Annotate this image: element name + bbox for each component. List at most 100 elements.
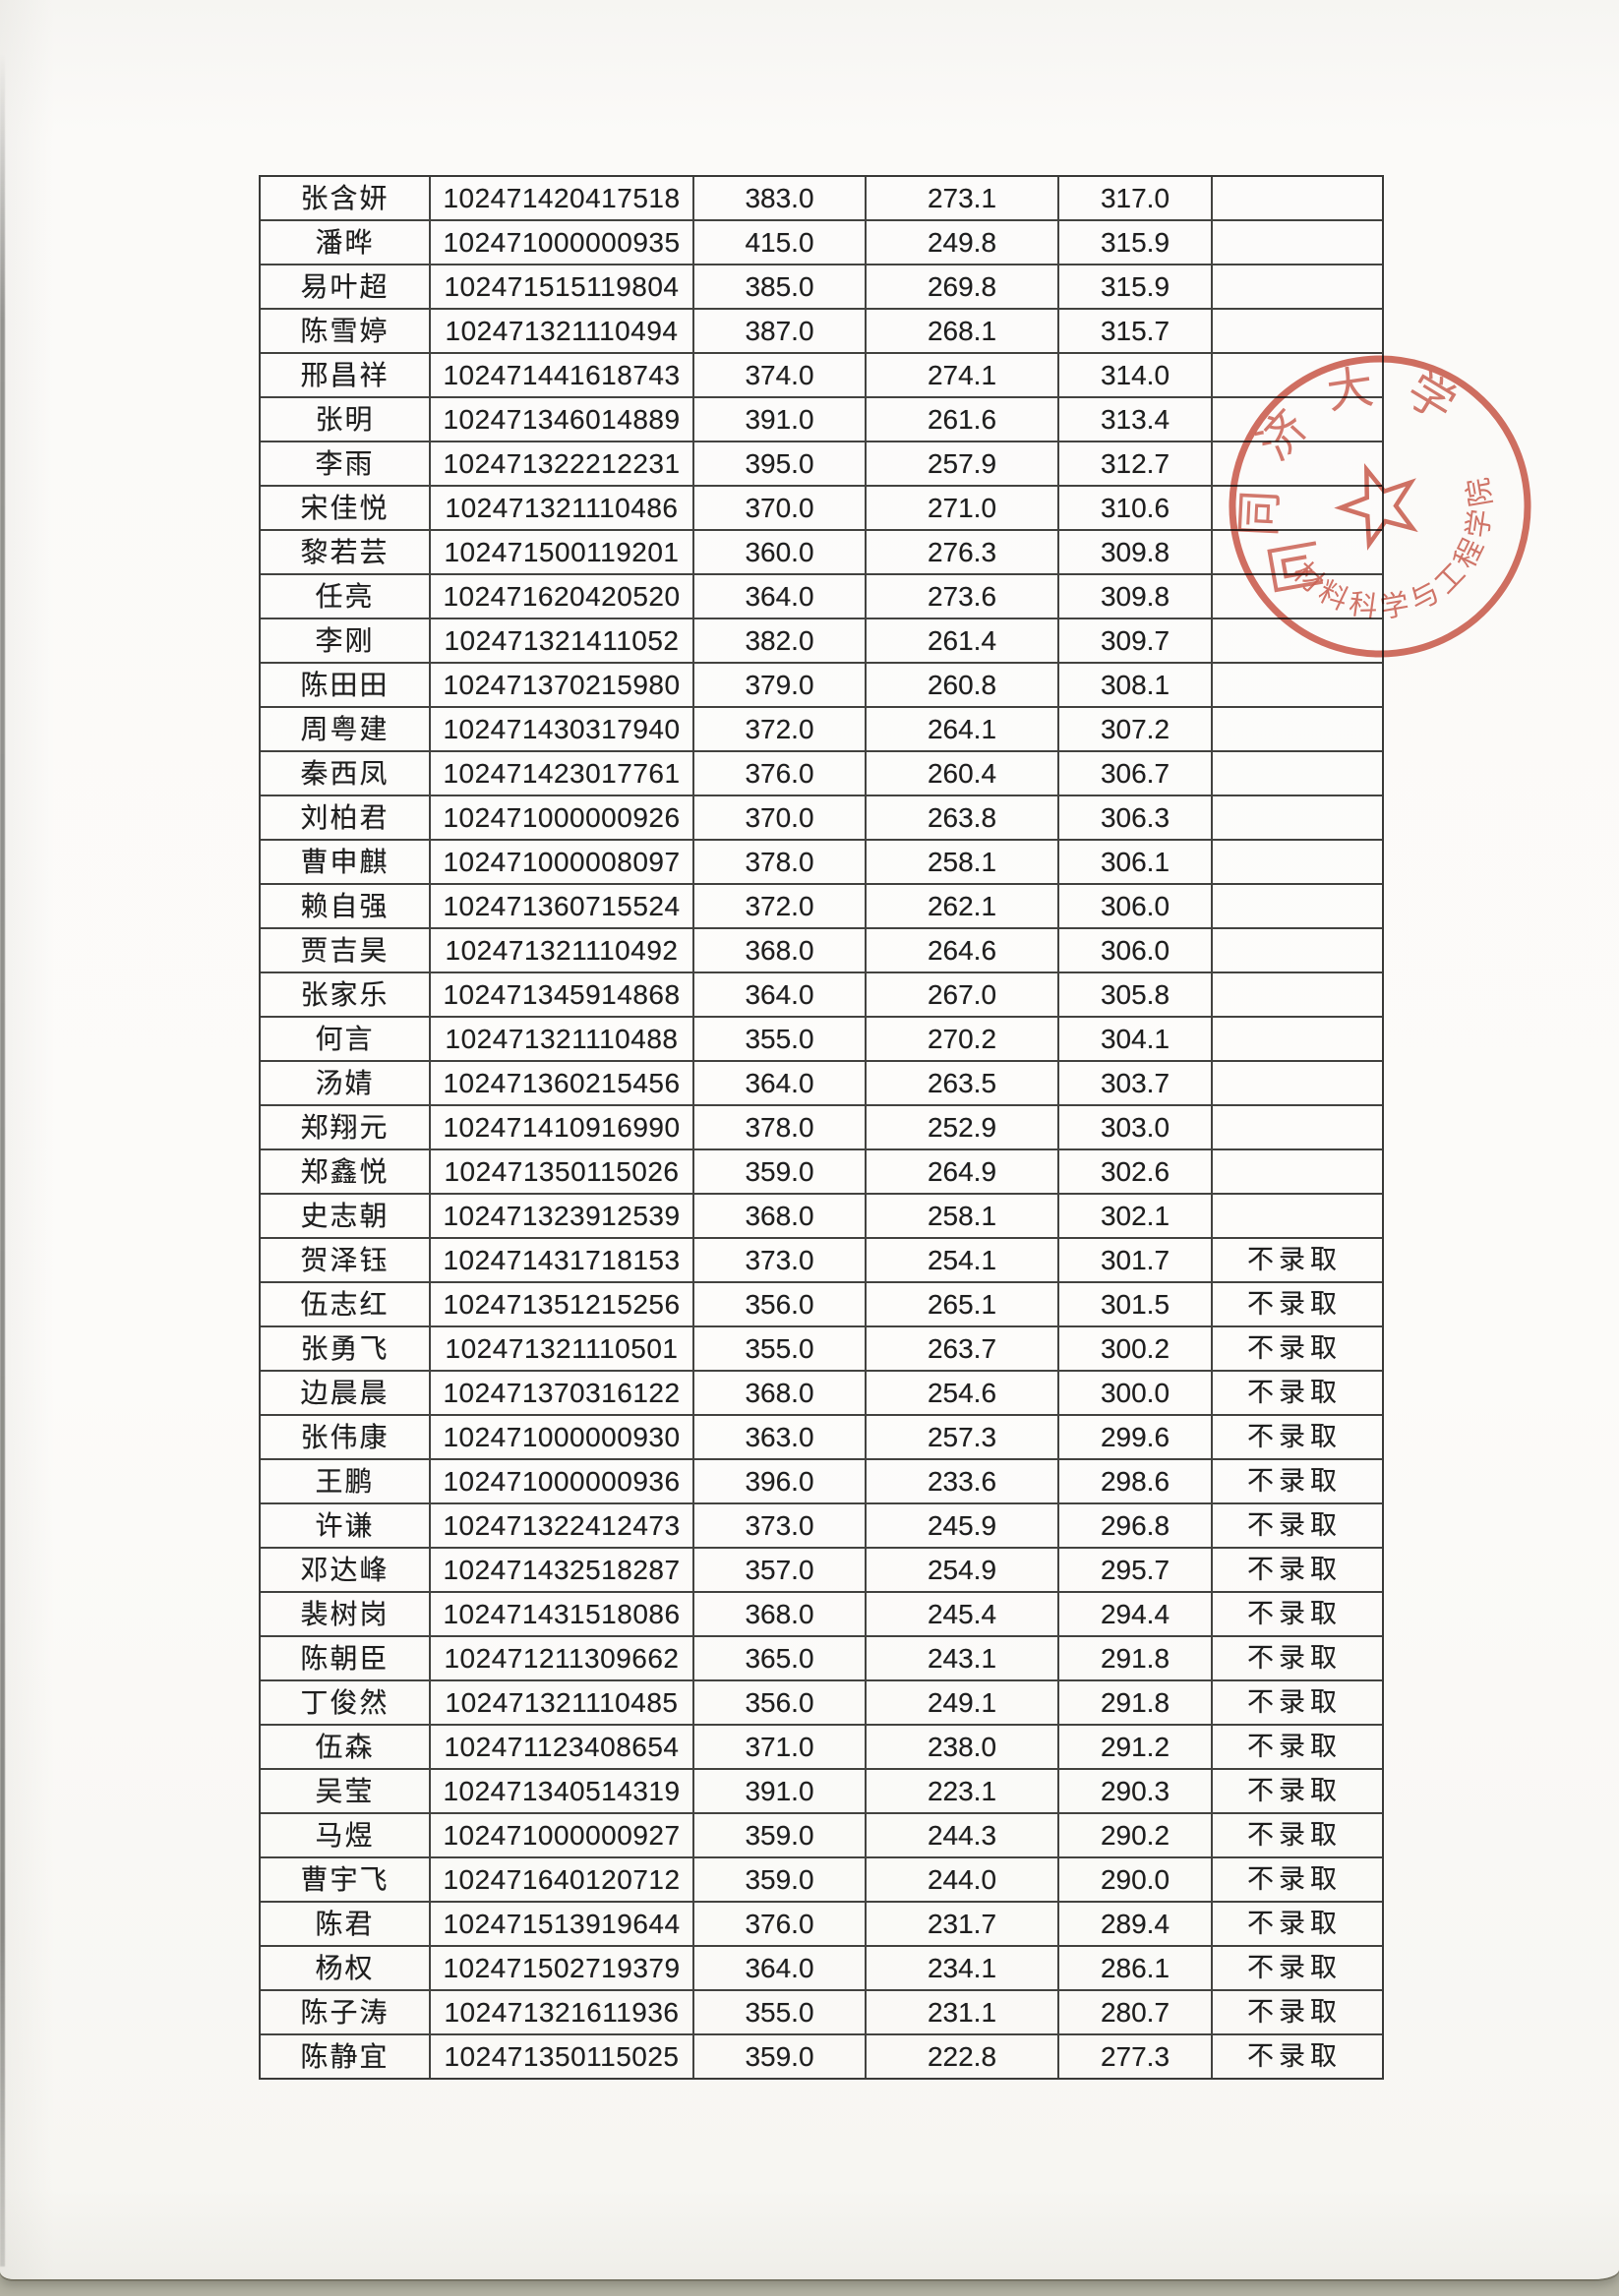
score-table: 张含妍 102471420417518 383.0 273.1 317.0 潘晔 10247… <box>259 175 1384 2080</box>
cell-name: 吴莹 <box>261 1770 431 1812</box>
table-row: 张伟康 102471000000930 363.0 257.3 299.6 不录取 <box>261 1416 1382 1460</box>
cell-id: 102471430317940 <box>431 708 694 750</box>
cell-status <box>1213 1106 1376 1148</box>
cell-s1: 368.0 <box>694 1372 867 1414</box>
table-row: 伍森 102471123408654 371.0 238.0 291.2 不录取 <box>261 1726 1382 1770</box>
cell-name: 李刚 <box>261 619 431 662</box>
cell-s3: 290.3 <box>1059 1770 1213 1812</box>
cell-s3: 314.0 <box>1059 354 1213 396</box>
cell-s3: 306.0 <box>1059 885 1213 927</box>
table-row: 张含妍 102471420417518 383.0 273.1 317.0 <box>261 177 1382 221</box>
cell-s3: 280.7 <box>1059 1991 1213 2033</box>
cell-name: 刘柏君 <box>261 796 431 839</box>
cell-id: 102471321611936 <box>431 1991 694 2033</box>
table-row: 史志朝 102471323912539 368.0 258.1 302.1 <box>261 1195 1382 1239</box>
cell-status: 不录取 <box>1247 1776 1342 1805</box>
cell-s1: 355.0 <box>694 1991 867 2033</box>
cell-s2: 260.4 <box>867 752 1059 795</box>
cell-s3: 313.4 <box>1059 398 1213 441</box>
cell-status <box>1213 221 1376 264</box>
cell-id: 102471410916990 <box>431 1106 694 1148</box>
cell-name: 曹申麒 <box>261 841 431 883</box>
cell-s1: 372.0 <box>694 885 867 927</box>
cell-status: 不录取 <box>1247 1466 1342 1496</box>
cell-status <box>1213 1150 1376 1193</box>
cell-s2: 269.8 <box>867 265 1059 308</box>
cell-s3: 296.8 <box>1059 1504 1213 1547</box>
cell-id: 102471346014889 <box>431 398 694 441</box>
cell-s1: 355.0 <box>694 1018 867 1060</box>
cell-s1: 395.0 <box>694 442 867 485</box>
cell-id: 102471513919644 <box>431 1903 694 1945</box>
cell-status: 不录取 <box>1247 1909 1342 1938</box>
cell-s2: 276.3 <box>867 531 1059 573</box>
cell-name: 张勇飞 <box>261 1327 431 1370</box>
cell-s3: 294.4 <box>1059 1593 1213 1635</box>
cell-status: 不录取 <box>1247 1510 1342 1540</box>
cell-s1: 385.0 <box>694 265 867 308</box>
table-row: 陈雪婷 102471321110494 387.0 268.1 315.7 <box>261 310 1382 354</box>
cell-status: 不录取 <box>1247 1864 1342 1894</box>
cell-id: 102471350115025 <box>431 2035 694 2078</box>
cell-id: 102471360715524 <box>431 885 694 927</box>
cell-s2: 271.0 <box>867 487 1059 529</box>
cell-s1: 370.0 <box>694 796 867 839</box>
cell-status <box>1213 929 1376 971</box>
table-row: 裴树岗 102471431518086 368.0 245.4 294.4 不录取 <box>261 1593 1382 1637</box>
cell-s1: 371.0 <box>694 1726 867 1768</box>
table-row: 张家乐 102471345914868 364.0 267.0 305.8 <box>261 973 1382 1018</box>
stamp-college-text: 材料科学与工程学院 <box>1282 460 1537 664</box>
cell-status: 不录取 <box>1247 1953 1342 1982</box>
table-row: 张明 102471346014889 391.0 261.6 313.4 <box>261 398 1382 442</box>
cell-id: 102471123408654 <box>431 1726 694 1768</box>
cell-s3: 309.7 <box>1059 619 1213 662</box>
cell-name: 郑翔元 <box>261 1106 431 1148</box>
cell-s3: 303.0 <box>1059 1106 1213 1148</box>
cell-status <box>1213 752 1376 795</box>
cell-s1: 368.0 <box>694 1593 867 1635</box>
cell-id: 102471000000927 <box>431 1814 694 1856</box>
table-row: 赖自强 102471360715524 372.0 262.1 306.0 <box>261 885 1382 929</box>
cell-id: 102471370316122 <box>431 1372 694 1414</box>
table-row: 宋佳悦 102471321110486 370.0 271.0 310.6 <box>261 487 1382 531</box>
cell-status: 不录取 <box>1247 1555 1342 1584</box>
table-row: 秦西凤 102471423017761 376.0 260.4 306.7 <box>261 752 1382 796</box>
cell-s1: 357.0 <box>694 1549 867 1591</box>
cell-s3: 306.7 <box>1059 752 1213 795</box>
table-row: 陈君 102471513919644 376.0 231.7 289.4 不录取 <box>261 1903 1382 1947</box>
cell-s3: 291.8 <box>1059 1681 1213 1724</box>
cell-status: 不录取 <box>1247 1687 1342 1717</box>
cell-id: 102471502719379 <box>431 1947 694 1989</box>
cell-name: 赖自强 <box>261 885 431 927</box>
cell-s2: 252.9 <box>867 1106 1059 1148</box>
cell-status <box>1213 177 1376 219</box>
cell-id: 102471370215980 <box>431 664 694 706</box>
cell-s3: 290.2 <box>1059 1814 1213 1856</box>
cell-id: 102471640120712 <box>431 1858 694 1901</box>
cell-name: 丁俊然 <box>261 1681 431 1724</box>
cell-s3: 308.1 <box>1059 664 1213 706</box>
cell-s2: 273.6 <box>867 575 1059 618</box>
cell-id: 102471322212231 <box>431 442 694 485</box>
cell-s2: 222.8 <box>867 2035 1059 2078</box>
cell-s2: 244.0 <box>867 1858 1059 1901</box>
cell-name: 许谦 <box>261 1504 431 1547</box>
cell-s2: 249.1 <box>867 1681 1059 1724</box>
cell-s1: 391.0 <box>694 1770 867 1812</box>
cell-id: 102471000000936 <box>431 1460 694 1502</box>
cell-s1: 378.0 <box>694 1106 867 1148</box>
table-row: 吴莹 102471340514319 391.0 223.1 290.3 不录取 <box>261 1770 1382 1814</box>
cell-s1: 378.0 <box>694 841 867 883</box>
cell-s3: 301.5 <box>1059 1283 1213 1325</box>
cell-s1: 370.0 <box>694 487 867 529</box>
cell-name: 边晨晨 <box>261 1372 431 1414</box>
cell-s2: 245.4 <box>867 1593 1059 1635</box>
cell-s3: 317.0 <box>1059 177 1213 219</box>
cell-name: 何言 <box>261 1018 431 1060</box>
cell-s3: 290.0 <box>1059 1858 1213 1901</box>
cell-s3: 312.7 <box>1059 442 1213 485</box>
cell-s2: 233.6 <box>867 1460 1059 1502</box>
cell-s2: 261.4 <box>867 619 1059 662</box>
cell-name: 张明 <box>261 398 431 441</box>
